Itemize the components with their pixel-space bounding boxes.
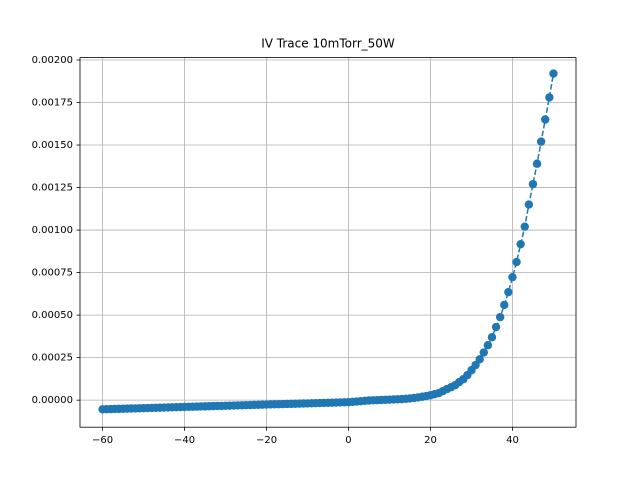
- data-point: [491, 322, 501, 332]
- y-tick-label: 0.00025: [32, 353, 73, 364]
- y-tick-label: 0.00000: [32, 395, 73, 406]
- y-tick-label: 0.00175: [32, 98, 73, 109]
- data-point: [512, 257, 521, 267]
- chart-title: IV Trace 10mTorr_50W: [261, 37, 395, 51]
- plot: [98, 69, 558, 414]
- data-point: [549, 69, 558, 78]
- data-point: [500, 300, 509, 310]
- x-tick-label: −60: [92, 435, 113, 446]
- y-tick-label: 0.00075: [32, 268, 73, 279]
- data-point: [528, 179, 538, 189]
- y-tick-label: 0.00125: [32, 183, 73, 194]
- x-tick-label: 20: [424, 435, 437, 446]
- x-tick-label: 0: [345, 435, 351, 446]
- data-point: [524, 200, 534, 209]
- data-point: [475, 355, 484, 364]
- data-point: [545, 93, 554, 102]
- data-point: [483, 341, 493, 350]
- data-point: [508, 272, 517, 282]
- data-point: [532, 159, 542, 168]
- data-point: [541, 115, 550, 124]
- y-tick-label: 0.00200: [32, 55, 73, 66]
- x-tick-label: −40: [174, 435, 195, 446]
- grid: [80, 57, 576, 428]
- x-tick-label: −20: [256, 435, 277, 446]
- data-point: [516, 239, 525, 249]
- y-tick-label: 0.00100: [32, 225, 73, 236]
- data-point: [487, 333, 497, 342]
- x-tick-label: 40: [506, 435, 519, 446]
- y-tick-label: 0.00150: [32, 140, 73, 151]
- data-point: [536, 137, 546, 146]
- y-tick-label: 0.00050: [32, 310, 73, 321]
- axes-frame: [79, 57, 577, 428]
- data-point: [520, 222, 529, 231]
- data-point: [504, 287, 513, 297]
- data-point: [479, 348, 488, 357]
- data-point: [495, 312, 505, 322]
